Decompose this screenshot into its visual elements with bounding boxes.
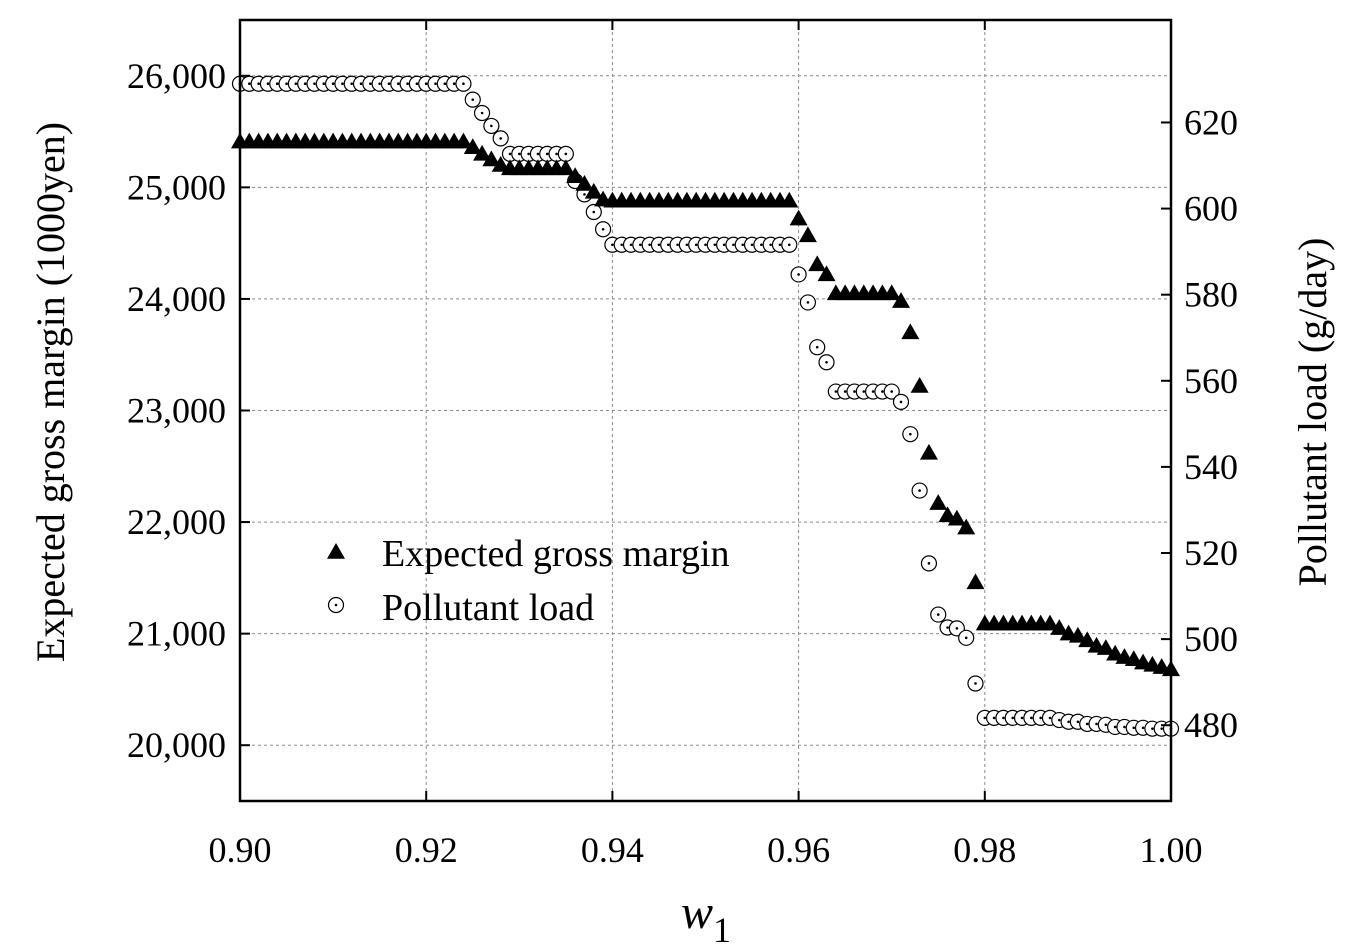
legend-marker-triangle xyxy=(327,543,345,559)
pollutant-load-point xyxy=(473,104,491,122)
y-axis-left-title: Expected gross margin (1000yen) xyxy=(28,122,73,662)
gross-margin-point xyxy=(882,284,901,301)
y-right-tick-label: 520 xyxy=(1184,533,1238,573)
pollutant-load-point xyxy=(809,339,826,356)
legend-label-pollutant-load: Pollutant load xyxy=(382,587,594,629)
gross-margin-point xyxy=(919,443,938,460)
gross-margin-point xyxy=(892,292,911,308)
pollutant-load-point xyxy=(455,75,472,92)
pollutant-load-point xyxy=(958,629,975,646)
pollutant-load-point xyxy=(492,130,509,147)
y-left-tick-label: 23,000 xyxy=(127,391,226,431)
gross-margin-point xyxy=(966,573,985,590)
gross-margin-point xyxy=(1050,619,1069,635)
y-left-tick-label: 26,000 xyxy=(127,56,226,96)
pollutant-load-point xyxy=(594,221,612,238)
y-right-tick-label: 580 xyxy=(1184,275,1238,315)
legend: Expected gross margin Pollutant load xyxy=(327,533,730,629)
y-left-tick-label: 24,000 xyxy=(127,279,226,319)
pollutant-load-point xyxy=(892,393,910,410)
x-tick-label: 0.94 xyxy=(581,830,644,870)
y-right-tick-label: 500 xyxy=(1184,619,1238,659)
x-tick-label: 0.90 xyxy=(209,830,272,870)
x-tick-label: 0.92 xyxy=(395,830,458,870)
gross-margin-point xyxy=(454,132,473,149)
y-right-tick-label: 480 xyxy=(1184,705,1238,745)
legend-triangle-icon xyxy=(327,543,345,559)
gross-margin-point xyxy=(556,159,575,176)
pollutant-load-point xyxy=(585,203,602,221)
gross-margin-point xyxy=(473,144,492,161)
gross-margin-point xyxy=(1096,639,1115,655)
y-left-tick-label: 22,000 xyxy=(127,502,226,542)
legend-circle-icon xyxy=(327,596,345,614)
y-left-tick-label: 20,000 xyxy=(127,725,226,765)
pollutant-load-point xyxy=(483,117,500,135)
x-axis-title-main: w xyxy=(681,886,713,939)
pollutant-load-point xyxy=(790,266,807,283)
gross-margin-point xyxy=(780,191,799,208)
y-right-tick-label: 620 xyxy=(1184,102,1238,142)
gross-margin-point xyxy=(808,255,827,272)
gross-margin-point xyxy=(789,209,808,226)
gross-margin-point xyxy=(910,376,929,393)
pollutant-load-point xyxy=(799,294,817,311)
x-axis-title: w1 xyxy=(681,886,731,950)
gross-margin-point xyxy=(817,265,836,282)
pollutant-load-point xyxy=(967,675,984,692)
pollutant-load-point xyxy=(557,145,574,162)
y-right-tick-label: 540 xyxy=(1184,447,1238,487)
pollutant-load-point xyxy=(920,555,938,572)
grid-lines xyxy=(240,20,1171,801)
y-right-tick-label: 600 xyxy=(1184,189,1238,229)
gross-margin-point xyxy=(957,518,976,535)
y-left-tick-label: 25,000 xyxy=(127,167,226,207)
gross-margin-point xyxy=(947,509,966,526)
gross-margin-point xyxy=(482,150,501,167)
x-tick-label: 0.98 xyxy=(953,830,1016,870)
pollutant-load-point xyxy=(930,606,947,623)
gross-margin-point xyxy=(901,323,920,340)
axis-ticks: 0.90 0.92 0.94 0.96 0.98 1.00 20,000 21,000 22,0… xyxy=(127,20,1238,870)
x-axis-title-subscript: 1 xyxy=(713,910,731,950)
gross-margin-point xyxy=(1068,626,1087,643)
gross-margin-point xyxy=(575,175,594,191)
gross-margin-point xyxy=(463,138,482,154)
gross-margin-point xyxy=(798,226,817,243)
gross-margin-point xyxy=(1078,631,1097,648)
legend-label-gross-margin: Expected gross margin xyxy=(382,533,730,575)
gross-margin-point xyxy=(566,167,585,183)
y-axis-right-title: Pollutant load (g/day) xyxy=(1290,238,1335,587)
legend-marker-circle xyxy=(327,596,345,614)
gross-margin-point xyxy=(929,494,948,510)
pollutant-load-point xyxy=(781,236,798,253)
x-tick-label: 0.96 xyxy=(767,830,830,870)
pollutant-load-point xyxy=(911,482,928,499)
pollutant-load-point xyxy=(902,426,919,443)
x-tick-label: 1.00 xyxy=(1140,830,1203,870)
pollutant-load-point xyxy=(818,354,835,371)
y-left-tick-label: 21,000 xyxy=(127,614,226,654)
plot-area xyxy=(231,75,1180,737)
y-right-tick-label: 560 xyxy=(1184,361,1238,401)
pollutant-load-point xyxy=(883,383,900,400)
gross-margin-point xyxy=(1040,614,1059,631)
pollutant-load-point xyxy=(464,91,481,108)
gross-margin-point xyxy=(584,182,603,199)
